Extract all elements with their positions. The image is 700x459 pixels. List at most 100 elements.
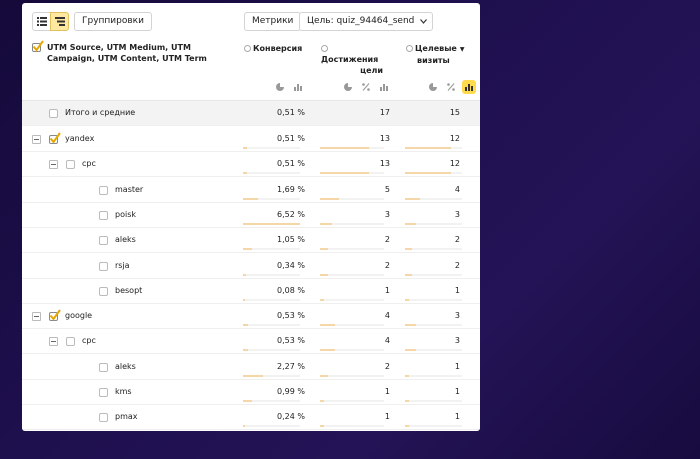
table-row[interactable]: aleks 1,05 % 2 2 (22, 228, 480, 254)
tree-view-button[interactable] (50, 12, 69, 31)
sort-desc-icon: ▼ (459, 46, 465, 53)
table-row[interactable]: cpc 0,53 % 4 3 (22, 329, 480, 355)
row-conv-bar-track (243, 324, 300, 327)
row-visits-bar-fill (405, 197, 420, 200)
row-visits-bar-track (405, 222, 462, 225)
row-reach-bar-fill (320, 425, 324, 428)
conversion-bar-toggle[interactable] (291, 80, 305, 94)
totals-checkbox[interactable] (49, 109, 58, 118)
row-checkbox[interactable] (99, 388, 108, 397)
table-row[interactable]: master 1,69 % 5 4 (22, 178, 480, 203)
table-row[interactable]: aleks 2,27 % 2 1 (22, 355, 480, 380)
conversion-pie-toggle[interactable] (273, 80, 287, 94)
row-conv-bar-fill (243, 425, 245, 428)
reach-percent-toggle[interactable] (359, 80, 373, 94)
table-row[interactable]: google 0,53 % 4 3 (22, 304, 480, 330)
help-icon (321, 45, 328, 52)
row-visits-value: 4 (454, 184, 460, 194)
list-view-button[interactable] (32, 12, 51, 31)
row-label: aleks (115, 235, 136, 245)
metrics-button[interactable]: Метрики (244, 12, 302, 31)
row-reach-bar-fill (320, 273, 328, 276)
row-conv-value: 0,34 % (277, 260, 305, 270)
check-icon (49, 309, 61, 321)
row-conv-value: 6,52 % (277, 209, 305, 219)
row-conv-bar-fill (243, 374, 263, 377)
goal-select[interactable]: Цель: quiz_94464_send (299, 12, 434, 31)
collapse-toggle-icon[interactable] (49, 337, 58, 347)
visits-bar-toggle[interactable] (462, 80, 476, 94)
row-conv-value: 0,99 % (277, 387, 305, 396)
row-reach-value: 2 (384, 235, 390, 245)
row-reach-value: 4 (384, 336, 390, 346)
row-conv-bar-fill (243, 298, 245, 301)
table-row[interactable]: rsja 0,34 % 2 2 (22, 254, 480, 279)
column-visits-label: Целевые (415, 44, 457, 53)
row-visits-bar-fill (405, 273, 412, 276)
table-row[interactable]: cpc 0,51 % 13 12 (22, 152, 480, 178)
reach-bar-toggle[interactable] (377, 80, 391, 94)
row-checkbox[interactable] (49, 132, 61, 144)
row-label: besopt (115, 285, 143, 295)
row-conv-bar-fill (243, 400, 252, 402)
row-conv-value: 2,27 % (277, 361, 305, 371)
collapse-toggle-icon[interactable] (32, 135, 41, 144)
table-header: UTM Source, UTM Medium, UTM Campaign, UT… (22, 37, 480, 101)
row-reach-value: 13 (379, 134, 390, 143)
row-checkbox[interactable] (99, 362, 108, 372)
tree-icon (55, 17, 65, 26)
row-checkbox[interactable] (66, 160, 75, 170)
row-checkbox[interactable] (66, 337, 75, 347)
row-checkbox[interactable] (99, 185, 108, 195)
row-checkbox[interactable] (99, 413, 108, 423)
bar-chart-icon (294, 84, 302, 91)
table-row[interactable]: pmax 0,24 % 1 1 (22, 405, 480, 431)
row-visits-value: 2 (454, 260, 460, 270)
table-row[interactable]: kms 0,99 % 1 1 (22, 380, 480, 405)
row-conv-bar-fill (243, 147, 247, 149)
row-checkbox[interactable] (99, 286, 108, 296)
row-visits-bar-track (405, 147, 462, 149)
row-checkbox[interactable] (99, 210, 108, 220)
check-icon (32, 40, 44, 52)
column-header-conversion[interactable]: Конверсия (244, 43, 302, 54)
row-visits-bar-track (405, 425, 462, 428)
row-checkbox[interactable] (49, 309, 61, 322)
visits-pie-toggle[interactable] (426, 80, 440, 94)
row-reach-bar-track (320, 147, 384, 149)
table-row[interactable]: besopt 0,08 % 1 1 (22, 279, 480, 304)
collapse-toggle-icon[interactable] (49, 160, 58, 170)
row-conv-bar-fill (243, 273, 246, 276)
row-reach-value: 3 (384, 209, 390, 219)
toolbar: Группировки Метрики Цель: quiz_94464_sen… (22, 3, 480, 37)
pie-chart-icon (429, 83, 437, 91)
column-header-visits[interactable]: Целевые ▼ визиты (406, 43, 464, 66)
row-visits-bar-fill (405, 374, 409, 377)
row-conv-bar-fill (243, 349, 248, 352)
visits-percent-toggle[interactable] (444, 80, 458, 94)
row-conv-bar-fill (243, 172, 247, 175)
row-reach-bar-track (320, 324, 384, 327)
row-visits-value: 3 (454, 209, 460, 219)
row-reach-value: 5 (384, 184, 390, 194)
column-header-reach[interactable]: Достижения цели (321, 43, 383, 76)
pie-chart-icon (276, 83, 284, 91)
row-label: google (65, 311, 93, 321)
row-conv-bar-track (243, 298, 300, 301)
groupings-button[interactable]: Группировки (74, 12, 152, 31)
collapse-toggle-icon[interactable] (32, 312, 41, 322)
row-checkbox[interactable] (99, 236, 108, 246)
row-conv-value: 1,69 % (277, 184, 305, 194)
table-row[interactable]: yandex 0,51 % 13 12 (22, 127, 480, 152)
dimension-checkbox[interactable] (32, 40, 44, 52)
row-reach-bar-track (320, 248, 384, 251)
row-conv-value: 1,05 % (277, 235, 305, 245)
row-visits-bar-track (405, 374, 462, 377)
row-conv-bar-track (243, 248, 300, 251)
reach-pie-toggle[interactable] (341, 80, 355, 94)
table-row[interactable]: poisk 6,52 % 3 3 (22, 203, 480, 228)
bar-chart-icon (380, 84, 388, 91)
row-checkbox[interactable] (99, 261, 108, 271)
totals-label: Итого и средние (65, 108, 136, 117)
row-reach-bar-fill (320, 147, 369, 149)
